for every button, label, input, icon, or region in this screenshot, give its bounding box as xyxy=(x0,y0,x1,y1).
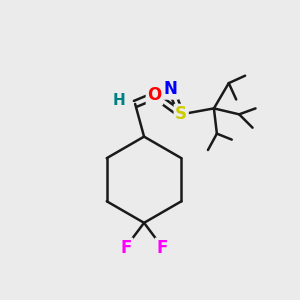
Text: F: F xyxy=(156,239,168,257)
Text: F: F xyxy=(121,239,132,257)
Text: N: N xyxy=(164,80,178,98)
Text: S: S xyxy=(175,105,187,123)
Text: H: H xyxy=(112,94,125,109)
Text: O: O xyxy=(147,86,162,104)
